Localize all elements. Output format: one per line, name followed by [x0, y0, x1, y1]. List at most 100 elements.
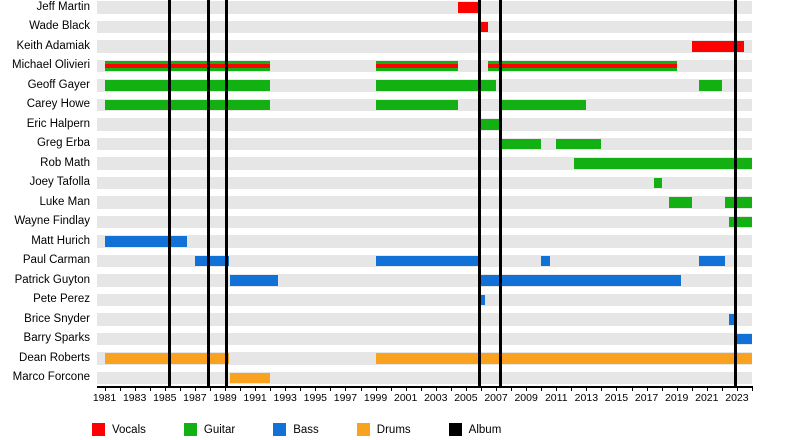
row-track: [97, 193, 752, 213]
x-axis-tick: [480, 386, 482, 391]
row-background-stripe: [97, 1, 752, 14]
tenure-bar-drums: [229, 372, 271, 383]
timeline-row: Barry Sparks: [0, 329, 800, 349]
x-axis-tick-label: 1995: [303, 392, 327, 404]
x-axis-tick: [164, 386, 166, 391]
timeline-row: Matt Hurich: [0, 232, 800, 252]
x-axis-tick: [315, 386, 317, 391]
album-release-line: [206, 0, 210, 388]
row-track: [97, 232, 752, 252]
member-name-label: Pete Perez: [33, 293, 90, 305]
legend-swatch-vocals: [92, 423, 105, 436]
legend-label-drums: Drums: [376, 423, 411, 436]
member-name-label: Joey Tafolla: [29, 176, 90, 188]
x-axis-tick: [706, 386, 708, 391]
tenure-bar-bass: [480, 275, 682, 286]
tenure-bar-vocals-core: [375, 63, 459, 68]
album-release-line: [499, 0, 503, 388]
tenure-bar-vocals: [691, 41, 745, 52]
x-axis-tick: [586, 386, 588, 391]
x-axis-tick: [240, 386, 242, 391]
row-track: [97, 115, 752, 135]
row-track: [97, 212, 752, 232]
x-axis-tick: [390, 386, 392, 391]
row-background-stripe: [97, 40, 752, 53]
row-track: [97, 349, 752, 369]
x-axis-tick: [224, 386, 226, 391]
x-axis-tick-label: 2007: [484, 392, 508, 404]
tenure-bar-guitar: [654, 177, 662, 188]
x-axis-tick-label: 2001: [393, 392, 418, 404]
row-track: [97, 290, 752, 310]
member-name-label: Dean Roberts: [19, 351, 90, 364]
row-background-stripe: [97, 235, 752, 248]
x-axis-tick: [676, 386, 678, 391]
row-background-stripe: [97, 332, 752, 345]
tenure-bar-bass: [541, 255, 551, 266]
row-track: [97, 271, 752, 291]
row-track: [97, 251, 752, 271]
x-axis-line: [97, 386, 752, 388]
legend-swatch-album: [448, 423, 462, 436]
tenure-bar-vocals-guitar: [488, 60, 677, 71]
x-axis-tick-label: 1983: [122, 392, 147, 404]
timeline-row: Joey Tafolla: [0, 173, 800, 193]
timeline-row: Paul Carman: [0, 251, 800, 271]
x-axis-tick: [179, 386, 181, 391]
x-axis-tick: [691, 386, 693, 391]
x-axis-tick: [752, 386, 753, 391]
tenure-bar-guitar: [500, 99, 587, 110]
x-axis-tick: [661, 386, 663, 391]
x-axis-tick: [450, 386, 452, 391]
x-axis-tick: [255, 386, 257, 391]
member-name-label: Eric Halpern: [26, 117, 90, 130]
row-background-stripe: [97, 215, 752, 228]
chart-legend: Vocals Guitar Bass Drums Album: [0, 419, 800, 440]
tenure-bar-vocals: [458, 2, 478, 13]
x-axis-tick: [285, 386, 287, 391]
member-name-label: Rob Math: [40, 156, 90, 169]
row-track: [97, 95, 752, 115]
timeline-row: Greg Erba: [0, 134, 800, 154]
row-background-stripe: [97, 137, 752, 150]
x-axis-tick: [736, 386, 738, 391]
tenure-bar-bass: [729, 314, 736, 325]
x-axis-tick: [496, 386, 498, 391]
timeline-row: Carey Howe: [0, 95, 800, 115]
row-track: [97, 17, 752, 37]
x-axis-tick-label: 2009: [514, 392, 538, 404]
album-release-line: [477, 0, 481, 388]
row-track: [97, 329, 752, 349]
x-axis-tick: [616, 386, 618, 391]
x-axis-tick-label: 2015: [604, 392, 629, 404]
row-track: [97, 154, 752, 174]
tenure-bar-guitar: [500, 138, 542, 149]
x-axis-tick-label: 1997: [333, 392, 358, 404]
x-axis-tick-label: 2013: [574, 392, 599, 404]
member-name-label: Brice Snyder: [24, 312, 90, 325]
legend-item-album: Album: [448, 423, 501, 436]
member-name-label: Barry Sparks: [23, 332, 90, 344]
timeline-row: Wayne Findlay: [0, 212, 800, 232]
member-name-label: Michael Olivieri: [12, 59, 90, 71]
x-axis-tick: [541, 386, 543, 391]
row-track: [97, 173, 752, 193]
row-track: [97, 0, 752, 17]
tenure-bar-drums: [375, 353, 752, 364]
row-track: [97, 368, 752, 388]
legend-item-guitar: Guitar: [183, 423, 235, 436]
tenure-bar-guitar: [104, 80, 271, 91]
x-axis-tick-label: 2019: [665, 392, 689, 404]
x-axis-tick: [405, 386, 407, 391]
x-axis-tick: [556, 386, 558, 391]
timeline-row: Brice Snyder: [0, 310, 800, 330]
tenure-bar-vocals-guitar: [375, 60, 459, 71]
member-name-label: Geoff Gayer: [27, 78, 90, 91]
x-axis-tick: [375, 386, 377, 391]
tenure-bar-vocals-guitar: [104, 60, 271, 71]
row-background-stripe: [97, 20, 752, 33]
tenure-bar-bass: [229, 275, 278, 286]
timeline-row: Michael Olivieri: [0, 56, 800, 76]
x-axis-tick-label: 2023: [725, 392, 749, 404]
x-axis-tick-label: 1991: [243, 392, 267, 404]
